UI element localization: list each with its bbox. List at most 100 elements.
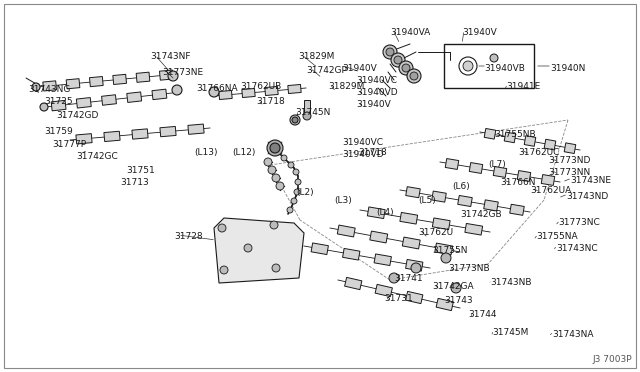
Circle shape [407, 69, 421, 83]
Polygon shape [564, 143, 576, 154]
Circle shape [218, 224, 226, 232]
Polygon shape [469, 163, 483, 173]
Text: 31773NE: 31773NE [162, 68, 203, 77]
Circle shape [288, 162, 294, 168]
Polygon shape [406, 291, 423, 304]
Polygon shape [406, 187, 420, 198]
Circle shape [391, 53, 405, 67]
Circle shape [294, 189, 300, 195]
Circle shape [290, 115, 300, 125]
Polygon shape [406, 259, 423, 271]
Text: 31725: 31725 [44, 97, 72, 106]
Polygon shape [104, 131, 120, 141]
Text: (L13): (L13) [194, 148, 218, 157]
Text: 31755N: 31755N [432, 246, 467, 255]
Circle shape [268, 166, 276, 174]
Circle shape [209, 87, 219, 97]
Text: 31741: 31741 [394, 274, 422, 283]
Text: 31742GB: 31742GB [460, 210, 502, 219]
Circle shape [244, 244, 252, 252]
Polygon shape [76, 97, 92, 108]
Circle shape [272, 264, 280, 272]
Polygon shape [152, 89, 167, 100]
Polygon shape [344, 278, 362, 290]
Circle shape [291, 198, 297, 204]
Circle shape [490, 54, 498, 62]
Polygon shape [265, 86, 278, 96]
Polygon shape [219, 90, 232, 100]
Polygon shape [484, 128, 496, 139]
Text: 31728: 31728 [174, 232, 203, 241]
Polygon shape [484, 200, 499, 211]
Polygon shape [544, 139, 556, 150]
Text: 31940VA: 31940VA [390, 28, 430, 37]
Text: 31762UC: 31762UC [518, 148, 559, 157]
Text: 31940VD: 31940VD [356, 88, 397, 97]
Text: 31940VC: 31940VC [342, 138, 383, 147]
Text: 31829M: 31829M [328, 82, 364, 91]
Text: 31773NN: 31773NN [548, 168, 590, 177]
Text: 31762UB: 31762UB [240, 82, 281, 91]
Circle shape [270, 221, 278, 229]
Polygon shape [541, 174, 555, 185]
Text: 31742GA: 31742GA [432, 282, 474, 291]
Circle shape [40, 103, 48, 111]
Text: 31742GP: 31742GP [306, 66, 347, 75]
Circle shape [295, 179, 301, 185]
Polygon shape [509, 204, 524, 215]
Circle shape [383, 45, 397, 59]
Circle shape [172, 85, 182, 95]
Text: 31742GD: 31742GD [56, 111, 99, 120]
Polygon shape [493, 167, 507, 177]
Polygon shape [458, 195, 472, 206]
Polygon shape [435, 243, 452, 255]
Text: 31718: 31718 [358, 148, 387, 157]
Text: (L4): (L4) [376, 208, 394, 217]
Polygon shape [188, 124, 204, 134]
Text: 31744: 31744 [468, 310, 497, 319]
Circle shape [463, 61, 473, 71]
Polygon shape [465, 224, 483, 235]
Text: (L2): (L2) [296, 188, 314, 197]
Circle shape [389, 273, 399, 283]
Circle shape [410, 72, 418, 80]
Text: 31773ND: 31773ND [548, 156, 590, 165]
Polygon shape [311, 243, 328, 254]
Text: 31762U: 31762U [418, 228, 453, 237]
Polygon shape [370, 231, 388, 243]
Text: 31743NF: 31743NF [150, 52, 191, 61]
Circle shape [451, 283, 461, 293]
Polygon shape [445, 158, 459, 169]
Text: 31745N: 31745N [295, 108, 330, 117]
Polygon shape [160, 126, 176, 137]
Polygon shape [159, 70, 173, 80]
Text: 31941E: 31941E [506, 82, 540, 91]
Polygon shape [374, 254, 392, 266]
Text: 31743NA: 31743NA [552, 330, 593, 339]
Text: 31731: 31731 [384, 294, 413, 303]
Text: 31755NB: 31755NB [494, 130, 536, 139]
Circle shape [264, 158, 272, 166]
Polygon shape [136, 72, 150, 82]
Polygon shape [433, 218, 450, 230]
Polygon shape [102, 95, 116, 105]
Text: (L5): (L5) [418, 196, 436, 205]
Polygon shape [132, 129, 148, 139]
Circle shape [270, 143, 280, 153]
Text: (L7): (L7) [488, 160, 506, 169]
Polygon shape [113, 74, 127, 84]
Circle shape [441, 253, 451, 263]
Text: (L3): (L3) [334, 196, 352, 205]
Polygon shape [400, 212, 418, 224]
Circle shape [267, 140, 283, 156]
Circle shape [402, 64, 410, 72]
Polygon shape [524, 136, 536, 146]
Text: 31773NB: 31773NB [448, 264, 490, 273]
Text: 31743NE: 31743NE [570, 176, 611, 185]
Polygon shape [242, 89, 255, 97]
Text: (L6): (L6) [452, 182, 470, 191]
Circle shape [411, 263, 421, 273]
Circle shape [394, 56, 402, 64]
Text: 31743: 31743 [444, 296, 472, 305]
Bar [304, 100, 310, 116]
